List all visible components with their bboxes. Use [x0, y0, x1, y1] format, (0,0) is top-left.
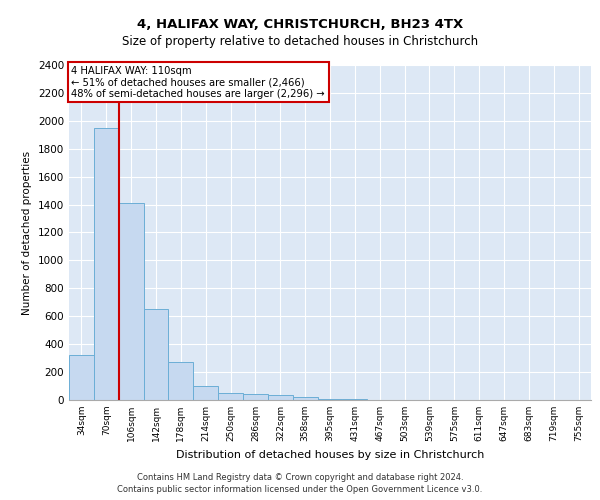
Text: 4 HALIFAX WAY: 110sqm
← 51% of detached houses are smaller (2,466)
48% of semi-d: 4 HALIFAX WAY: 110sqm ← 51% of detached … — [71, 66, 325, 99]
Bar — [119, 203, 143, 400]
Bar — [268, 395, 293, 400]
Bar — [243, 394, 268, 400]
Bar — [143, 310, 169, 400]
Bar — [293, 397, 317, 400]
Text: Contains HM Land Registry data © Crown copyright and database right 2024.
Contai: Contains HM Land Registry data © Crown c… — [118, 472, 482, 494]
Bar — [218, 393, 243, 400]
Bar — [317, 398, 343, 400]
Bar — [193, 386, 218, 400]
Y-axis label: Number of detached properties: Number of detached properties — [22, 150, 32, 314]
Text: Size of property relative to detached houses in Christchurch: Size of property relative to detached ho… — [122, 35, 478, 48]
Bar — [69, 356, 94, 400]
Text: 4, HALIFAX WAY, CHRISTCHURCH, BH23 4TX: 4, HALIFAX WAY, CHRISTCHURCH, BH23 4TX — [137, 18, 463, 30]
Bar — [94, 128, 119, 400]
X-axis label: Distribution of detached houses by size in Christchurch: Distribution of detached houses by size … — [176, 450, 484, 460]
Bar — [169, 362, 193, 400]
